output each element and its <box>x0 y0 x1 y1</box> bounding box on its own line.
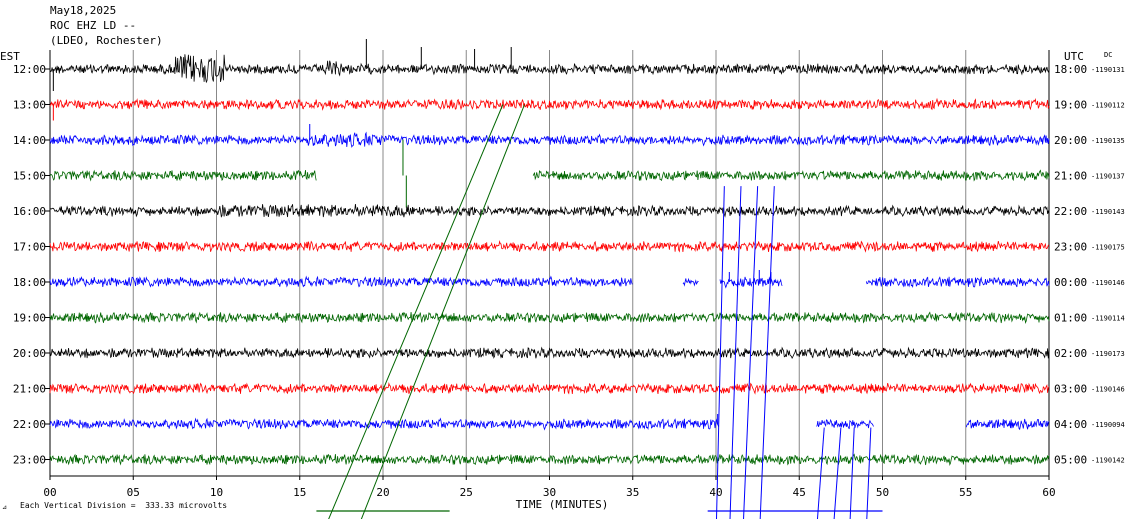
utc-label: 01:00 <box>1054 312 1087 325</box>
utc-label: 00:00 <box>1054 276 1087 289</box>
est-label: 13:00 <box>13 99 46 112</box>
utc-label: 23:00 <box>1054 241 1087 254</box>
dc-offset-label: -1190114 <box>1091 315 1125 323</box>
dc-offset-label: -1190094 <box>1091 421 1125 429</box>
utc-label: 20:00 <box>1054 134 1087 147</box>
x-tick-label: 25 <box>460 486 473 499</box>
dc-offset-label: -1190173 <box>1091 350 1125 358</box>
seismic-trace-line <box>49 240 1050 253</box>
trace-step-line <box>833 427 842 519</box>
x-tick-label: 50 <box>876 486 889 499</box>
trace-step-line <box>849 427 855 519</box>
x-tick-label: 15 <box>293 486 306 499</box>
utc-label: 21:00 <box>1054 170 1087 183</box>
left-axis-label: EST <box>0 50 20 63</box>
utc-label: 19:00 <box>1054 99 1087 112</box>
dc-offset-label: -1190135 <box>1091 137 1125 145</box>
footer-note: Each Vertical Division = 333.33 microvol… <box>20 501 227 510</box>
est-label: 20:00 <box>13 347 46 360</box>
chart-labels: 00 05 10 15 20 25 30 35 40 45 50 55 60 12:00 18:00 -119… <box>13 63 1125 499</box>
seismic-trace-line <box>49 54 1050 84</box>
utc-label: 05:00 <box>1054 454 1087 467</box>
seismic-trace-line <box>49 346 1050 360</box>
seismic-trace-line <box>49 417 1050 431</box>
x-tick-label: 40 <box>709 486 722 499</box>
dc-offset-label: -1190146 <box>1091 386 1125 394</box>
est-label: 22:00 <box>13 418 46 431</box>
trace-step-line <box>816 427 825 519</box>
est-label: 12:00 <box>13 63 46 76</box>
seismic-trace-line <box>49 169 1050 182</box>
x-tick-label: 00 <box>43 486 56 499</box>
header-station: ROC EHZ LD -- <box>50 19 137 32</box>
est-label: 21:00 <box>13 383 46 396</box>
dc-offset-label: -1190175 <box>1091 244 1125 252</box>
seismic-trace-line <box>49 275 1050 289</box>
est-label: 15:00 <box>13 170 46 183</box>
utc-label: 02:00 <box>1054 347 1087 360</box>
trace-step-line <box>743 186 759 519</box>
x-tick-label: 30 <box>543 486 556 499</box>
trace-step-line <box>360 104 525 519</box>
est-label: 16:00 <box>13 205 46 218</box>
seismic-trace-line <box>49 131 1050 148</box>
trace-step-line <box>759 186 775 519</box>
trace-step-line <box>328 104 504 519</box>
x-tick-label: 20 <box>376 486 389 499</box>
dc-offset-label: -1190143 <box>1091 208 1125 216</box>
dc-offset-label: -1190131 <box>1091 66 1125 74</box>
est-label: 23:00 <box>13 454 46 467</box>
header-date: May18,2025 <box>50 4 117 17</box>
dc-label: DC <box>1104 51 1112 59</box>
trace-step-line <box>866 427 872 519</box>
seismic-trace-line <box>49 311 1050 325</box>
x-tick-label: 10 <box>210 486 223 499</box>
right-axis-label: UTC <box>1064 50 1084 63</box>
x-axis-title: TIME (MINUTES) <box>516 498 609 511</box>
dc-offset-label: -1190146 <box>1091 279 1125 287</box>
est-label: 19:00 <box>13 312 46 325</box>
x-tick-label: 35 <box>626 486 639 499</box>
utc-label: 22:00 <box>1054 205 1087 218</box>
trace-step-line <box>716 186 725 519</box>
utc-label: 18:00 <box>1054 63 1087 76</box>
utc-label: 04:00 <box>1054 418 1087 431</box>
seismic-trace-line <box>49 97 1050 111</box>
chart-traces <box>49 39 1050 467</box>
x-tick-label: 05 <box>127 486 140 499</box>
est-label: 17:00 <box>13 241 46 254</box>
seismic-trace-line <box>49 382 1050 395</box>
dc-offset-label: -1190142 <box>1091 457 1125 465</box>
seismic-trace-line <box>49 204 1050 218</box>
x-tick-label: 60 <box>1042 486 1055 499</box>
chart-steps <box>316 104 883 519</box>
est-label: 14:00 <box>13 134 46 147</box>
dc-offset-label: -1190137 <box>1091 173 1125 181</box>
header-network: (LDEO, Rochester) <box>50 34 163 47</box>
est-label: 18:00 <box>13 276 46 289</box>
x-tick-label: 45 <box>793 486 806 499</box>
x-tick-label: 55 <box>959 486 972 499</box>
utc-label: 03:00 <box>1054 383 1087 396</box>
seismic-trace-line <box>49 453 1050 467</box>
trace-step-line <box>729 186 742 519</box>
dc-offset-label: -1190112 <box>1091 102 1125 110</box>
footer-mark: ⊿ <box>2 504 7 511</box>
chart-grid <box>49 50 1050 480</box>
